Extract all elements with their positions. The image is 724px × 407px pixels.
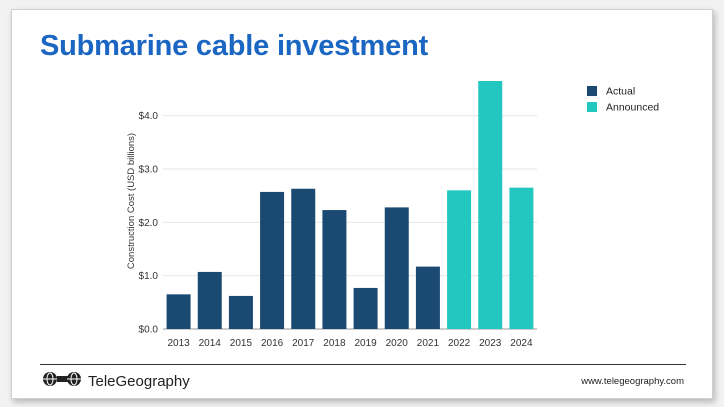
bar-announced-2024 [509,187,534,329]
bar-actual-2020 [384,207,409,329]
bar-actual-2017 [291,188,316,329]
bar-actual-2013 [166,294,191,329]
y-tick-label: $2.0 [139,218,159,229]
y-tick-label: $1.0 [139,271,159,282]
y-axis-label: Construction Cost (USD billions) [126,133,137,269]
legend-swatch-actual [587,86,597,96]
x-tick-label: 2016 [261,338,284,349]
x-tick-label: 2019 [354,338,377,349]
bar-actual-2021 [415,266,440,329]
bar-announced-2023 [478,81,503,329]
x-tick-label: 2021 [417,338,440,349]
bar-announced-2022 [447,190,472,329]
legend-label-announced: Announced [606,102,659,114]
x-tick-label: 2020 [386,338,409,349]
website-url: www.telegeography.com [581,376,684,387]
x-tick-label: 2018 [323,338,346,349]
x-tick-label: 2022 [448,338,471,349]
bar-actual-2015 [228,295,253,329]
brand-name: TeleGeography [88,373,190,390]
brand: TeleGeography [42,371,190,392]
footer-divider [40,364,686,365]
x-tick-label: 2015 [230,338,253,349]
legend-swatch-announced [587,102,597,112]
x-tick-label: 2024 [510,338,533,349]
legend-label-actual: Actual [606,86,635,98]
y-tick-label: $3.0 [139,165,159,176]
bar-actual-2016 [260,191,285,329]
bar-actual-2018 [322,210,347,329]
slide: Submarine cable investment TeleGeography… [11,9,713,399]
y-tick-label: $4.0 [139,111,159,122]
bar-actual-2019 [353,287,378,329]
x-tick-label: 2023 [479,338,502,349]
x-tick-label: 2014 [199,338,222,349]
telegeography-logo-icon [42,371,82,392]
bar-actual-2014 [197,271,222,329]
chart-title: Submarine cable investment [40,30,429,62]
x-tick-label: 2013 [167,338,190,349]
x-tick-label: 2017 [292,338,315,349]
y-tick-label: $0.0 [139,325,159,336]
